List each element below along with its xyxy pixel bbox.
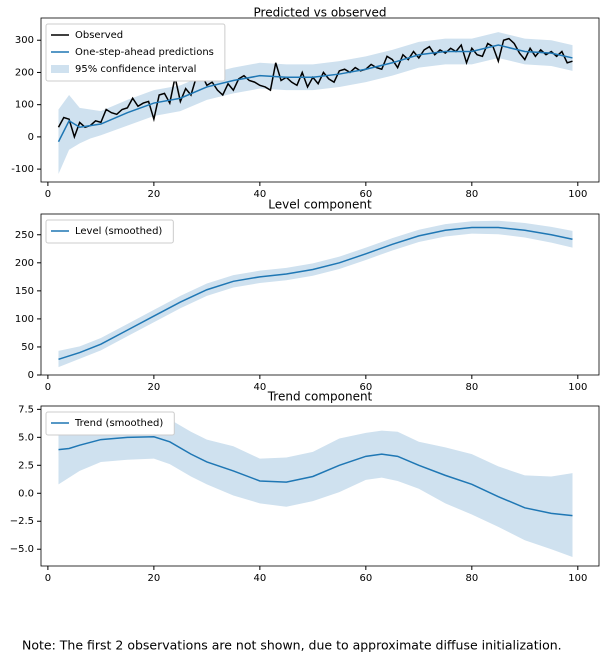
- legend-label: One-step-ahead predictions: [75, 47, 214, 58]
- legend: Level (smoothed): [45, 219, 174, 244]
- x-tick-label: 60: [359, 189, 372, 200]
- y-tick-label: 50: [21, 342, 34, 353]
- confidence-band: [58, 32, 573, 174]
- y-tick-label: 0: [28, 132, 34, 143]
- y-tick-label: 0: [28, 370, 34, 381]
- legend-box: [45, 219, 174, 244]
- y-tick-label: 250: [15, 230, 34, 241]
- x-tick-label: 20: [148, 382, 161, 393]
- x-tick-label: 40: [253, 189, 266, 200]
- y-tick-label: -100: [11, 164, 34, 175]
- legend-label: Observed: [75, 30, 123, 41]
- x-tick-label: 20: [148, 573, 161, 584]
- chart-title: Trend component: [267, 390, 373, 404]
- x-tick-label: 20: [148, 189, 161, 200]
- x-tick-label: 60: [359, 573, 372, 584]
- x-tick-label: 80: [465, 573, 478, 584]
- y-tick-label: 5.0: [18, 432, 34, 443]
- plot-frame: [40, 213, 600, 376]
- x-tick-label: 40: [253, 573, 266, 584]
- confidence-band: [58, 414, 573, 558]
- x-tick-label: 0: [45, 189, 51, 200]
- series-line: [58, 436, 573, 517]
- series-line: [57, 44, 573, 143]
- x-tick-label: 40: [253, 382, 266, 393]
- y-tick-label: 150: [15, 286, 34, 297]
- chart-title: Level component: [268, 198, 372, 212]
- confidence-band: [58, 220, 573, 368]
- y-tick-label: 7.5: [18, 404, 34, 415]
- series-line: [57, 37, 573, 140]
- y-tick-label: 300: [15, 35, 34, 46]
- y-tick-label: 200: [15, 67, 34, 78]
- legend-label: Trend (smoothed): [74, 418, 163, 429]
- x-tick-label: 100: [568, 189, 587, 200]
- y-tick-label: 0.0: [18, 488, 34, 499]
- legend-box: [45, 411, 175, 436]
- x-tick-label: 0: [45, 382, 51, 393]
- series-line: [58, 226, 573, 361]
- legend-label: Level (smoothed): [75, 226, 162, 237]
- y-tick-label: 100: [15, 314, 34, 325]
- y-tick-label: 200: [15, 258, 34, 269]
- x-tick-label: 100: [568, 573, 587, 584]
- y-tick-label: −2.5: [10, 516, 34, 527]
- x-tick-label: 100: [568, 382, 587, 393]
- y-tick-label: −5.0: [10, 544, 34, 555]
- x-tick-label: 80: [465, 189, 478, 200]
- x-tick-label: 60: [359, 382, 372, 393]
- x-tick-label: 0: [45, 573, 51, 584]
- legend-swatch: [51, 65, 69, 73]
- plot-frame: [40, 405, 600, 567]
- x-tick-label: 80: [465, 382, 478, 393]
- chart-title: Predicted vs observed: [254, 6, 387, 20]
- legend: Observed One-step-ahead predictions 95% co…: [45, 23, 226, 82]
- plot-frame: [40, 17, 600, 183]
- y-tick-label: 100: [15, 100, 34, 111]
- legend-box: [45, 23, 226, 82]
- legend: Trend (smoothed): [45, 411, 175, 436]
- y-tick-label: 2.5: [18, 460, 34, 471]
- legend-label: 95% confidence interval: [75, 64, 196, 75]
- note: Note: The first 2 observations are not s…: [22, 638, 562, 653]
